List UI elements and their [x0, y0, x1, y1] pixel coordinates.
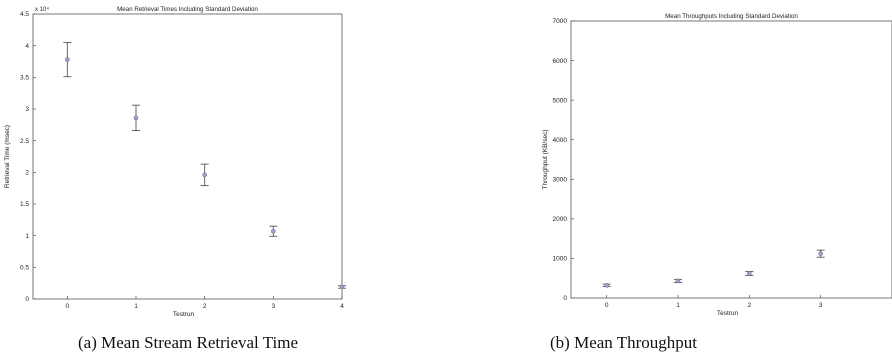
- chart-title: Mean Retrieval Times Including Standard …: [117, 6, 258, 13]
- data-point: [133, 115, 139, 121]
- chart-title: Mean Throughputs Including Standard Devi…: [665, 13, 798, 20]
- y-tick-label: 2000: [553, 216, 568, 223]
- y-tick-label: 0: [25, 296, 29, 303]
- data-point: [271, 228, 276, 234]
- x-tick-label: 3: [819, 302, 823, 309]
- data-point: [747, 271, 752, 276]
- x-tick-label: 2: [748, 302, 752, 309]
- x-axis-label: Testrun: [173, 311, 195, 318]
- caption-a: (a) Mean Stream Retrieval Time: [78, 333, 299, 352]
- data-point: [818, 251, 823, 256]
- y-tick-label: 1.5: [20, 201, 29, 208]
- y-tick-label: 7000: [553, 18, 568, 25]
- y-tick-label: 0: [563, 295, 567, 302]
- x-tick-label: 2: [203, 303, 207, 310]
- y-tick-label: 1: [25, 233, 29, 240]
- y-axis-label: Retrieval Time (msec): [4, 125, 11, 188]
- x-tick-label: 0: [605, 302, 609, 309]
- x-tick-label: 1: [134, 303, 138, 310]
- chart-b: Mean Throughputs Including Standard Devi…: [542, 13, 892, 317]
- chart-a: Mean Retrieval Times Including Standard …: [4, 6, 346, 318]
- y-tick-label: 4: [25, 43, 29, 50]
- y-tick-label: 1000: [553, 256, 568, 263]
- plot-frame: [570, 20, 892, 299]
- data-point: [65, 57, 70, 62]
- y-tick-label: 0.5: [20, 265, 29, 272]
- y-multiplier-label: x 10⁴: [35, 6, 49, 13]
- data-point: [675, 278, 681, 284]
- caption-b: (b) Mean Throughput: [550, 333, 697, 352]
- data-point: [604, 283, 609, 288]
- x-tick-label: 3: [272, 303, 276, 310]
- y-axis-label: Throughput (KB/sec): [542, 130, 549, 190]
- y-tick-label: 2: [25, 170, 29, 177]
- y-tick-label: 3.5: [20, 75, 29, 82]
- y-tick-label: 2.5: [20, 138, 29, 145]
- x-tick-label: 1: [676, 302, 680, 309]
- y-tick-label: 5000: [553, 97, 568, 104]
- y-tick-label: 3: [25, 106, 29, 113]
- y-tick-label: 6000: [553, 58, 568, 65]
- plot-frame: [32, 13, 343, 300]
- y-tick-label: 4.5: [20, 11, 29, 18]
- y-tick-label: 3000: [553, 176, 568, 183]
- x-axis-label: Testrun: [717, 310, 739, 317]
- data-point: [339, 284, 345, 290]
- y-tick-label: 4000: [553, 137, 568, 144]
- x-tick-label: 0: [66, 303, 70, 310]
- x-tick-label: 4: [340, 303, 344, 310]
- data-point: [202, 172, 207, 178]
